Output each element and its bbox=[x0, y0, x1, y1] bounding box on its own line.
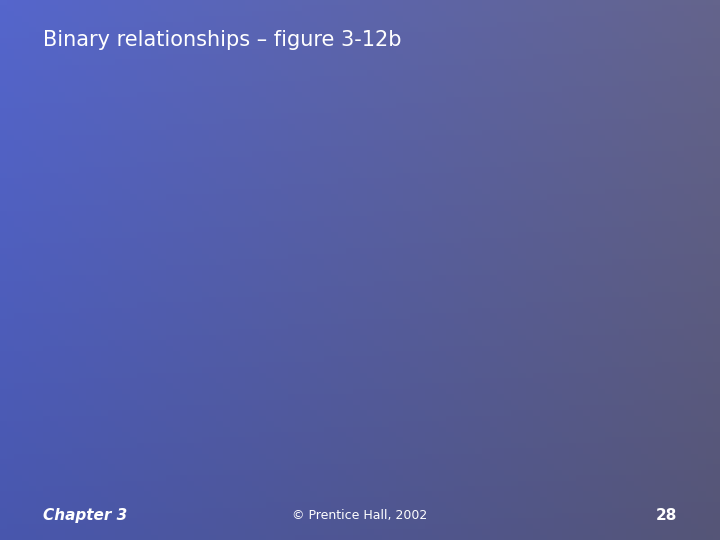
Bar bbox=[459, 154, 564, 208]
Bar bbox=[174, 348, 279, 402]
Bar bbox=[459, 348, 564, 402]
Bar bbox=[163, 106, 620, 439]
Text: © Prentice Hall, 2002: © Prentice Hall, 2002 bbox=[292, 509, 428, 522]
Text: STUDENT: STUDENT bbox=[199, 368, 255, 381]
Bar bbox=[174, 252, 279, 306]
Text: 28: 28 bbox=[655, 508, 677, 523]
Text: PARKING PLACE: PARKING PLACE bbox=[459, 175, 563, 188]
Text: PRODUCT: PRODUCT bbox=[483, 273, 539, 286]
Text: One-to-one: One-to-one bbox=[329, 224, 409, 237]
Bar bbox=[459, 252, 564, 306]
Polygon shape bbox=[316, 149, 422, 213]
Text: Is_assigned: Is_assigned bbox=[325, 175, 413, 188]
Text: EMPLOYEE: EMPLOYEE bbox=[194, 175, 258, 188]
Polygon shape bbox=[316, 247, 422, 311]
Text: COURSE: COURSE bbox=[487, 368, 535, 381]
Text: Many-to-many: Many-to-many bbox=[321, 417, 417, 430]
Text: Chapter 3: Chapter 3 bbox=[43, 508, 127, 523]
Polygon shape bbox=[316, 342, 422, 407]
Text: Registers_for: Registers_for bbox=[317, 368, 421, 381]
Text: PRODUCT LINE: PRODUCT LINE bbox=[179, 273, 275, 286]
Text: Binary relationships – figure 3-12b: Binary relationships – figure 3-12b bbox=[43, 30, 402, 50]
Bar bbox=[174, 154, 279, 208]
Text: Contains: Contains bbox=[337, 273, 401, 286]
Text: One-to-many: One-to-many bbox=[325, 321, 413, 335]
